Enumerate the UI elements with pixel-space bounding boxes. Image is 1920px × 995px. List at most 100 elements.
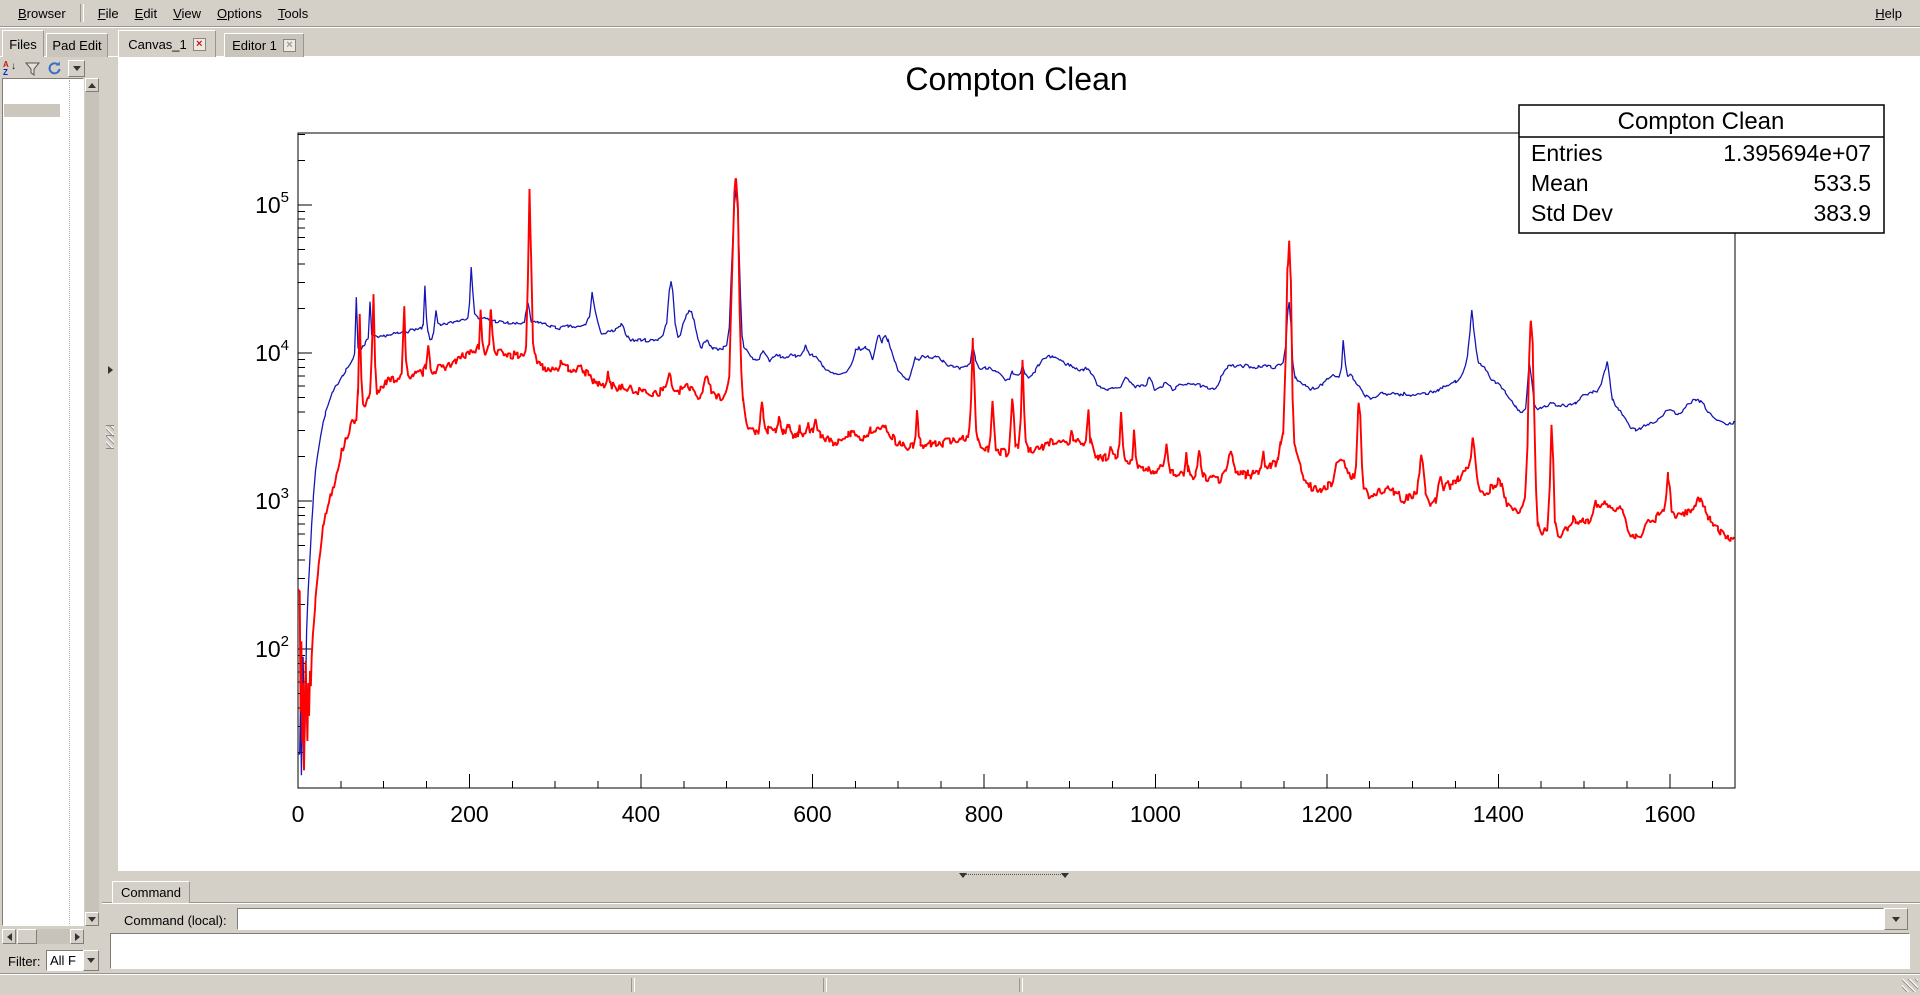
status-cell	[8, 977, 618, 993]
tab-editor-1[interactable]: Editor 1 ×	[224, 33, 304, 57]
command-history-dropdown[interactable]	[1884, 908, 1908, 930]
root-canvas-svg[interactable]: Compton Clean 0 200 400 600 800 1000 1200 1400 16…	[118, 57, 1920, 871]
sidebar-splitter[interactable]	[102, 57, 118, 871]
x-tick-label: 600	[793, 801, 831, 827]
stats-box: Compton Clean Entries 1.395694e+07 Mean 533.…	[1518, 104, 1885, 234]
x-tick-label: 0	[292, 801, 305, 827]
scroll-up-button[interactable]	[85, 78, 99, 92]
tab-command-label: Command	[121, 885, 181, 900]
x-tick-label: 800	[965, 801, 1003, 827]
stats-label: Entries	[1531, 140, 1603, 166]
x-tick-label: 1200	[1301, 801, 1352, 827]
stats-title: Compton Clean	[1618, 108, 1785, 135]
menu-bar: Browser File Edit View Options Tools Hel…	[0, 0, 1920, 27]
plot-title: Compton Clean	[905, 61, 1127, 97]
tab-pad-edit[interactable]: Pad Edit	[46, 33, 108, 57]
command-tab-baseline	[102, 902, 1920, 903]
splitter-expand-button[interactable]	[105, 362, 115, 378]
tab-canvas-1[interactable]: Canvas_1 ×	[118, 30, 216, 57]
scroll-left-button[interactable]	[2, 929, 16, 944]
y-tick-label: 102	[255, 633, 289, 662]
y-tick-label: 103	[255, 485, 289, 514]
refresh-icon[interactable]	[46, 60, 63, 77]
plot-frame	[297, 132, 1736, 789]
horizontal-scrollbar[interactable]	[2, 929, 84, 944]
x-tick-label: 1400	[1473, 801, 1524, 827]
status-separator	[631, 978, 635, 992]
stats-label: Std Dev	[1531, 200, 1613, 226]
splitter-grip[interactable]	[106, 425, 114, 449]
scroll-right-button[interactable]	[70, 929, 84, 944]
chevron-down-icon	[87, 958, 95, 963]
stats-value: 1.395694e+07	[1723, 140, 1871, 166]
stats-value: 383.9	[1813, 200, 1871, 226]
arrow-down-icon	[88, 916, 96, 922]
command-input[interactable]	[237, 908, 1884, 930]
status-separator	[1019, 978, 1023, 992]
file-list[interactable]	[2, 78, 84, 926]
status-cell	[832, 977, 1012, 993]
chevron-down-icon	[1061, 873, 1069, 878]
chevron-right-icon	[107, 366, 113, 374]
menu-options[interactable]: Options	[217, 5, 262, 21]
menu-edit[interactable]: Edit	[134, 5, 158, 21]
chevron-down-icon	[1892, 916, 1900, 922]
filter-combobox[interactable]: All F	[46, 950, 99, 971]
menu-browser[interactable]: Browser	[18, 5, 66, 21]
menu-file[interactable]: File	[97, 5, 119, 21]
close-canvas-icon[interactable]: ×	[192, 37, 206, 51]
stats-box-frame	[1518, 104, 1885, 234]
status-bar	[0, 973, 1920, 995]
filter-dropdown-button[interactable]	[83, 950, 99, 971]
tab-pad-edit-label: Pad Edit	[52, 38, 102, 53]
status-cell	[640, 977, 815, 993]
list-item-placeholder[interactable]	[4, 104, 60, 117]
series-raw-spectrum-blue	[298, 189, 1735, 776]
sort-alphabetical-icon[interactable]: A Z ↓	[2, 60, 19, 77]
horizontal-scroll-thumb[interactable]	[17, 929, 37, 944]
sort-z-glyph: Z	[3, 68, 8, 77]
x-tick-label: 1000	[1130, 801, 1181, 827]
menu-help[interactable]: Help	[1875, 5, 1902, 21]
menu-separator	[79, 4, 84, 22]
filter-funnel-icon[interactable]	[24, 60, 41, 77]
x-tick-label: 1600	[1644, 801, 1695, 827]
arrow-left-icon	[6, 932, 12, 941]
vertical-scrollbar[interactable]	[85, 78, 99, 926]
chevron-down-icon	[72, 66, 81, 71]
canvas-area[interactable]: Compton Clean 0 200 400 600 800 1000 1200 1400 16…	[118, 57, 1920, 871]
y-tick-label: 105	[255, 189, 289, 218]
status-separator	[823, 978, 827, 992]
tab-row: Files Pad Edit Canvas_1 × Editor 1 ×	[0, 28, 1920, 57]
sort-a-glyph: A	[3, 60, 9, 69]
arrow-up-icon	[88, 82, 96, 88]
x-tick-label: 400	[622, 801, 660, 827]
tab-editor-1-label: Editor 1	[232, 38, 277, 53]
tab-files[interactable]: Files	[2, 30, 44, 57]
tab-command[interactable]: Command	[112, 881, 190, 903]
stats-label: Mean	[1531, 170, 1589, 196]
chevron-down-icon	[959, 873, 967, 878]
pane-splitter-widget[interactable]	[959, 873, 1069, 878]
command-output[interactable]	[110, 933, 1910, 969]
arrow-right-icon	[74, 932, 80, 941]
filter-value[interactable]: All F	[46, 950, 84, 971]
browser-options-dropdown[interactable]	[68, 60, 85, 77]
x-tick-label: 200	[450, 801, 488, 827]
stats-value: 533.5	[1813, 170, 1871, 196]
tab-files-label: Files	[9, 36, 37, 52]
scroll-down-button[interactable]	[85, 912, 99, 926]
tab-canvas-1-label: Canvas_1	[128, 36, 187, 52]
close-editor-icon: ×	[282, 39, 296, 52]
filter-label: Filter:	[8, 954, 41, 969]
tree-column-divider	[69, 80, 70, 924]
series-compton-clean-red	[298, 177, 1735, 771]
menu-view[interactable]: View	[173, 5, 202, 21]
sort-arrow-glyph: ↓	[11, 61, 16, 72]
canvas-splitter-strip	[102, 871, 1920, 879]
y-tick-label: 104	[255, 337, 289, 366]
window-resize-grip[interactable]	[1902, 979, 1918, 992]
command-panel: Command Command (local):	[102, 879, 1920, 972]
menu-tools[interactable]: Tools	[277, 5, 309, 21]
